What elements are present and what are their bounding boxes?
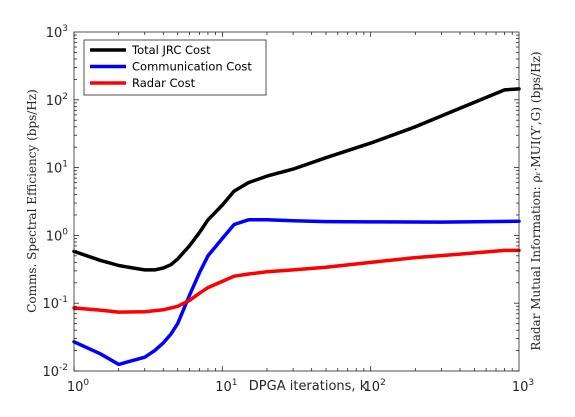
x-tick-label: 100	[67, 378, 90, 395]
legend-label: Total JRC Cost	[131, 43, 211, 57]
y-tick-label: 102	[46, 92, 68, 109]
series-line-2	[72, 218, 521, 367]
x-tick-label: 101	[215, 378, 237, 395]
legend-label: Radar Cost	[132, 76, 196, 90]
y-tick-label: 10-1	[42, 295, 68, 312]
y-tick-label: 101	[46, 160, 68, 177]
legend: Total JRC Cost Communication Cost Radar Co…	[83, 39, 267, 96]
x-tick-label: 102	[364, 378, 386, 395]
x-axis-label: DPGA iterations, k	[249, 379, 368, 394]
series-lines	[72, 87, 521, 367]
y-axis-label-left: Comms. Spectral Efficiency (bps/Hz)	[25, 89, 39, 313]
y-axis-label-right: Radar Mutual Information: ρᵣ·MUI(Y′,G) (…	[529, 51, 543, 350]
y-tick-label: 100	[46, 227, 69, 244]
tick-labels: 100 101 102 103 10-2 10-1 100 101 102 103	[42, 24, 534, 395]
y-tick-label: 10-2	[42, 363, 68, 380]
y-tick-label: 103	[46, 24, 68, 41]
axes	[73, 31, 520, 372]
axes-box	[73, 31, 520, 372]
series-line-1	[72, 87, 521, 272]
x-tick-label: 103	[512, 378, 534, 395]
series-line-3	[72, 248, 521, 314]
legend-label: Communication Cost	[132, 60, 252, 74]
